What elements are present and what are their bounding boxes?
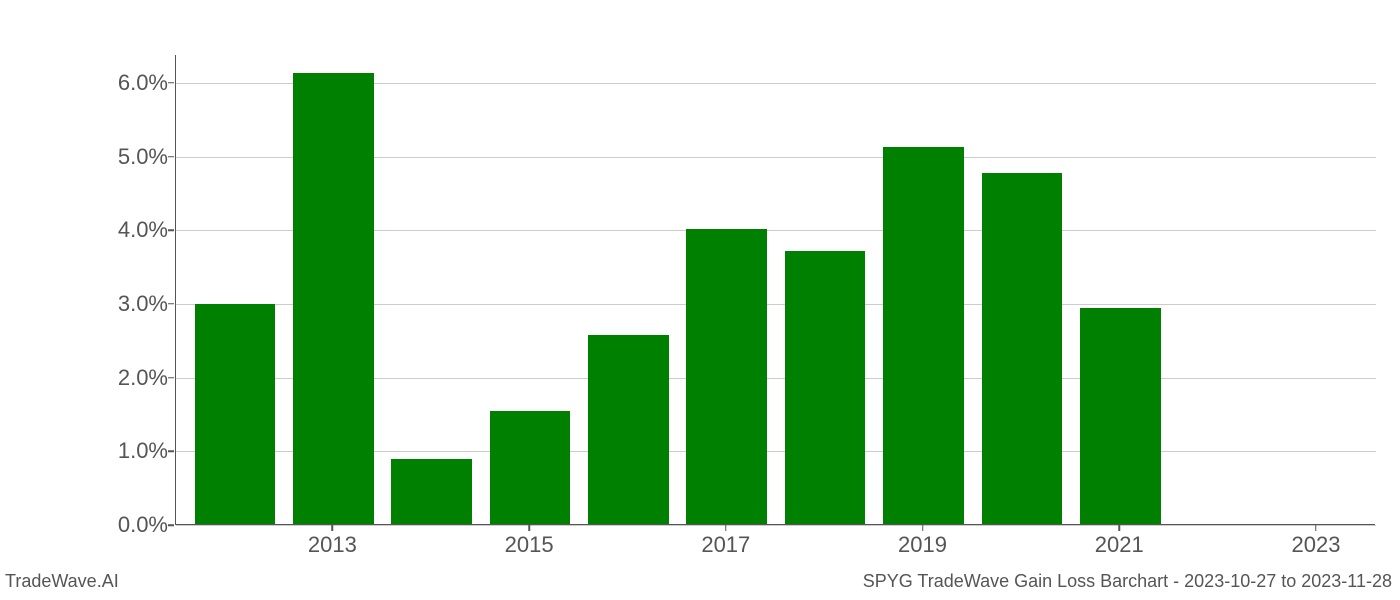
bar: [785, 251, 866, 524]
bar: [588, 335, 669, 524]
ytick-label: 2.0%: [118, 365, 168, 391]
footer-right-text: SPYG TradeWave Gain Loss Barchart - 2023…: [863, 571, 1392, 592]
xtick-mark: [528, 525, 530, 531]
ytick-mark: [168, 377, 174, 379]
ytick-label: 4.0%: [118, 217, 168, 243]
ytick-label: 0.0%: [118, 512, 168, 538]
xtick-label: 2023: [1291, 532, 1340, 558]
xtick-mark: [1119, 525, 1121, 531]
xtick-label: 2017: [701, 532, 750, 558]
xtick-label: 2021: [1095, 532, 1144, 558]
ytick-mark: [168, 230, 174, 232]
bar: [686, 229, 767, 524]
ytick-mark: [168, 451, 174, 453]
ytick-mark: [168, 156, 174, 158]
xtick-label: 2019: [898, 532, 947, 558]
ytick-label: 5.0%: [118, 144, 168, 170]
xtick-mark: [1315, 525, 1317, 531]
gridline: [176, 525, 1376, 526]
ytick-mark: [168, 82, 174, 84]
xtick-mark: [922, 525, 924, 531]
xtick-mark: [332, 525, 334, 531]
ytick-label: 6.0%: [118, 70, 168, 96]
bar: [490, 411, 571, 524]
plot-area: [175, 55, 1375, 525]
bar: [982, 173, 1063, 524]
bar: [195, 304, 276, 524]
bar: [391, 459, 472, 524]
bar: [293, 73, 374, 524]
xtick-label: 2015: [505, 532, 554, 558]
xtick-mark: [725, 525, 727, 531]
ytick-label: 3.0%: [118, 291, 168, 317]
ytick-mark: [168, 303, 174, 305]
ytick-label: 1.0%: [118, 438, 168, 464]
bar: [1080, 308, 1161, 524]
footer-left-text: TradeWave.AI: [5, 571, 119, 592]
bar: [883, 147, 964, 524]
ytick-mark: [168, 524, 174, 526]
chart-container: [175, 55, 1375, 525]
xtick-label: 2013: [308, 532, 357, 558]
